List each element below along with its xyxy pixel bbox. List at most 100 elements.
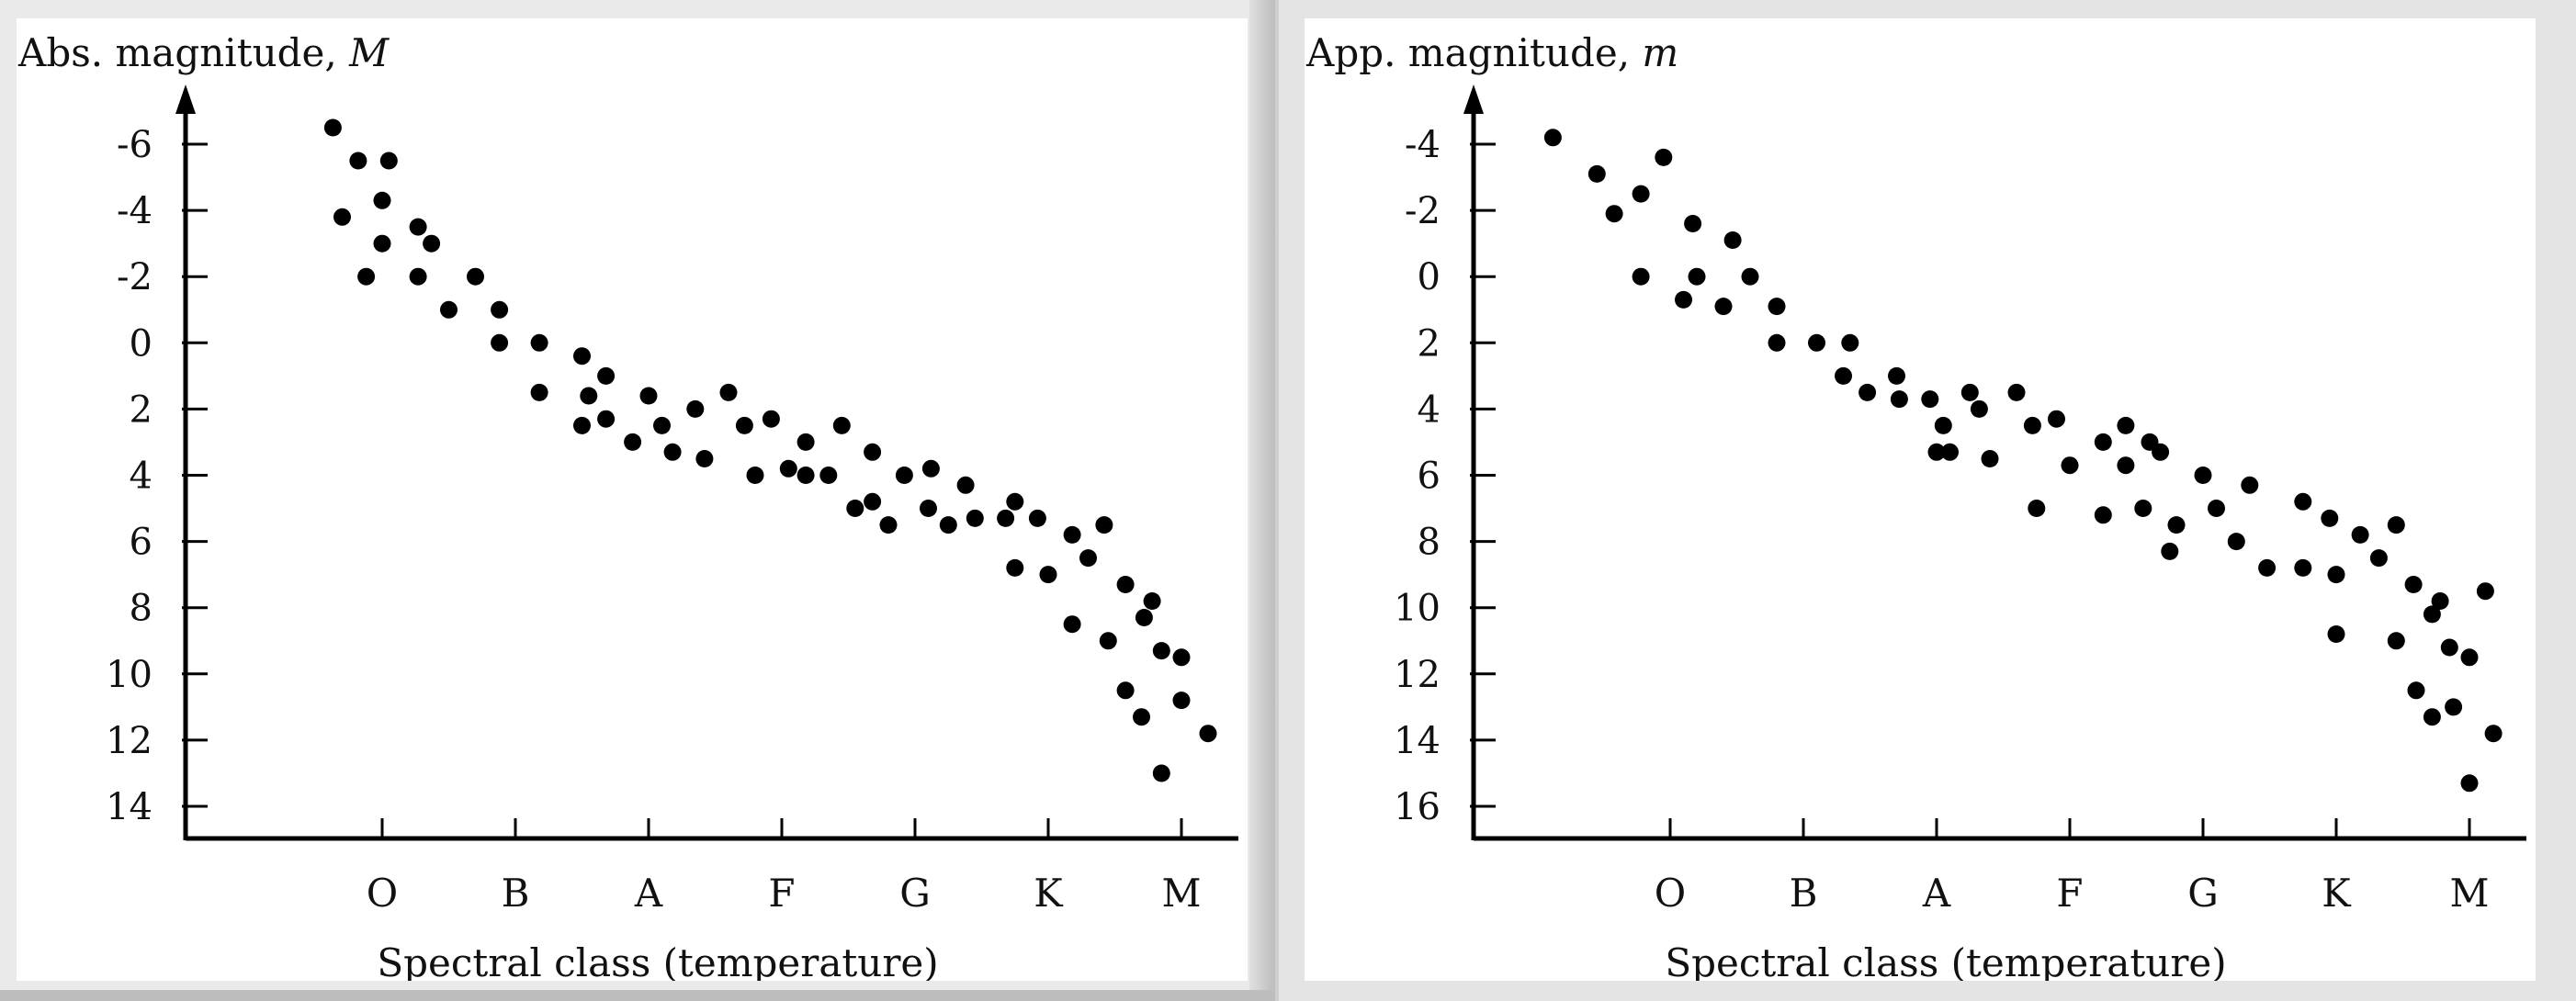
y-tick-label: 16: [1394, 786, 1441, 828]
y-axis-arrow: [1463, 84, 1484, 114]
data-point: [735, 416, 753, 434]
x-tick-label: M: [2449, 871, 2489, 916]
y-tick-label: -2: [1405, 190, 1441, 232]
data-point: [779, 459, 797, 478]
data-point: [2460, 648, 2479, 667]
data-point: [1006, 558, 1024, 577]
data-point: [2423, 708, 2441, 726]
data-point: [663, 443, 682, 461]
data-point: [530, 383, 548, 401]
y-tick-label: 2: [130, 388, 153, 431]
data-point: [762, 410, 780, 428]
y-tick-label: 14: [1394, 720, 1441, 762]
data-point: [1172, 692, 1191, 710]
data-point: [1199, 725, 1217, 743]
data-point: [373, 234, 391, 253]
app-magnitude-chart: App. magnitude, m -4 -2 0 2 4 6 8 10 12 14 16 O B A F G K…: [1305, 30, 2526, 981]
data-point: [349, 152, 367, 170]
data-point: [2484, 725, 2503, 743]
data-point: [1890, 390, 1908, 409]
data-point: [797, 467, 815, 484]
y-axis-label: App. magnitude, m: [1305, 30, 1678, 75]
data-point: [1741, 267, 1759, 286]
data-point: [1768, 333, 1786, 352]
data-point: [2407, 681, 2425, 700]
data-point: [921, 459, 940, 478]
x-tick-label: G: [2187, 871, 2219, 916]
data-point: [939, 516, 957, 534]
data-point: [1039, 566, 1057, 584]
data-point: [879, 516, 898, 534]
data-point: [997, 509, 1015, 527]
y-tick-label: 6: [130, 522, 153, 564]
data-point: [597, 410, 616, 428]
data-point: [2460, 774, 2479, 793]
window-edge: [1249, 0, 1275, 1001]
y-tick-label: 4: [1418, 388, 1441, 431]
data-point: [373, 191, 391, 209]
data-point: [580, 387, 598, 405]
y-tick-label: 14: [106, 786, 153, 828]
data-point: [832, 416, 851, 434]
data-point: [1970, 399, 1988, 418]
data-point: [1981, 450, 1999, 467]
data-point: [1688, 267, 1706, 286]
data-point: [2387, 516, 2405, 534]
data-point: [895, 467, 913, 484]
data-point: [1063, 525, 1081, 544]
data-point: [2445, 698, 2463, 716]
data-point: [1632, 267, 1650, 286]
data-point: [2431, 592, 2449, 610]
data-point: [956, 476, 975, 494]
y-axis-arrow: [175, 84, 196, 114]
y-tick-label: -4: [1405, 124, 1441, 166]
x-tick-label: A: [1922, 871, 1951, 916]
data-point: [1152, 764, 1170, 782]
x-tick-label: O: [367, 871, 398, 916]
data-point: [573, 347, 591, 366]
data-point: [2387, 632, 2405, 650]
data-point: [1655, 148, 1673, 166]
data-point: [1135, 609, 1153, 626]
x-axis-label: Spectral class (temperature): [1665, 940, 2226, 981]
data-point: [1921, 390, 1939, 409]
chart-panel-apparent: App. magnitude, m -4 -2 0 2 4 6 8 10 12 14 16 O B A F G K…: [1305, 18, 2536, 981]
data-point: [423, 234, 441, 253]
y-axis-label-variable: M: [348, 30, 390, 75]
x-tick-label: A: [634, 871, 663, 916]
x-tick-label: B: [1790, 871, 1818, 916]
data-point: [2258, 558, 2277, 577]
data-point: [597, 366, 616, 385]
data-point: [379, 152, 398, 170]
data-point: [1723, 231, 1742, 249]
data-point: [2048, 410, 2065, 428]
data-point: [1543, 129, 1562, 147]
data-point: [864, 443, 882, 461]
data-point: [846, 500, 864, 517]
data-point: [323, 118, 342, 137]
data-point: [1941, 443, 1959, 461]
bottom-strip: [0, 990, 1275, 1001]
data-point: [1605, 205, 1623, 223]
y-tick-label: 12: [106, 720, 153, 762]
data-point: [1841, 333, 1859, 352]
data-point: [1063, 615, 1081, 634]
y-tick-label: 6: [1418, 456, 1441, 498]
data-point: [2167, 516, 2186, 534]
data-point: [2094, 433, 2112, 451]
data-point: [746, 467, 764, 484]
data-point: [1927, 443, 1946, 461]
data-point: [1172, 648, 1191, 667]
data-point: [491, 333, 509, 352]
data-point: [2007, 383, 2026, 401]
right-window: App. magnitude, m -4 -2 0 2 4 6 8 10 12 14 16 O B A F G K…: [1275, 0, 2576, 1001]
data-point: [1859, 383, 1877, 401]
data-point: [624, 433, 642, 451]
data-point: [695, 450, 714, 467]
data-point: [686, 399, 705, 418]
x-axis-label: Spectral class (temperature): [377, 940, 938, 981]
y-tick-label: 10: [1394, 588, 1441, 630]
x-tick-label: B: [502, 871, 530, 916]
data-point: [2227, 533, 2245, 551]
data-point: [2321, 509, 2339, 527]
